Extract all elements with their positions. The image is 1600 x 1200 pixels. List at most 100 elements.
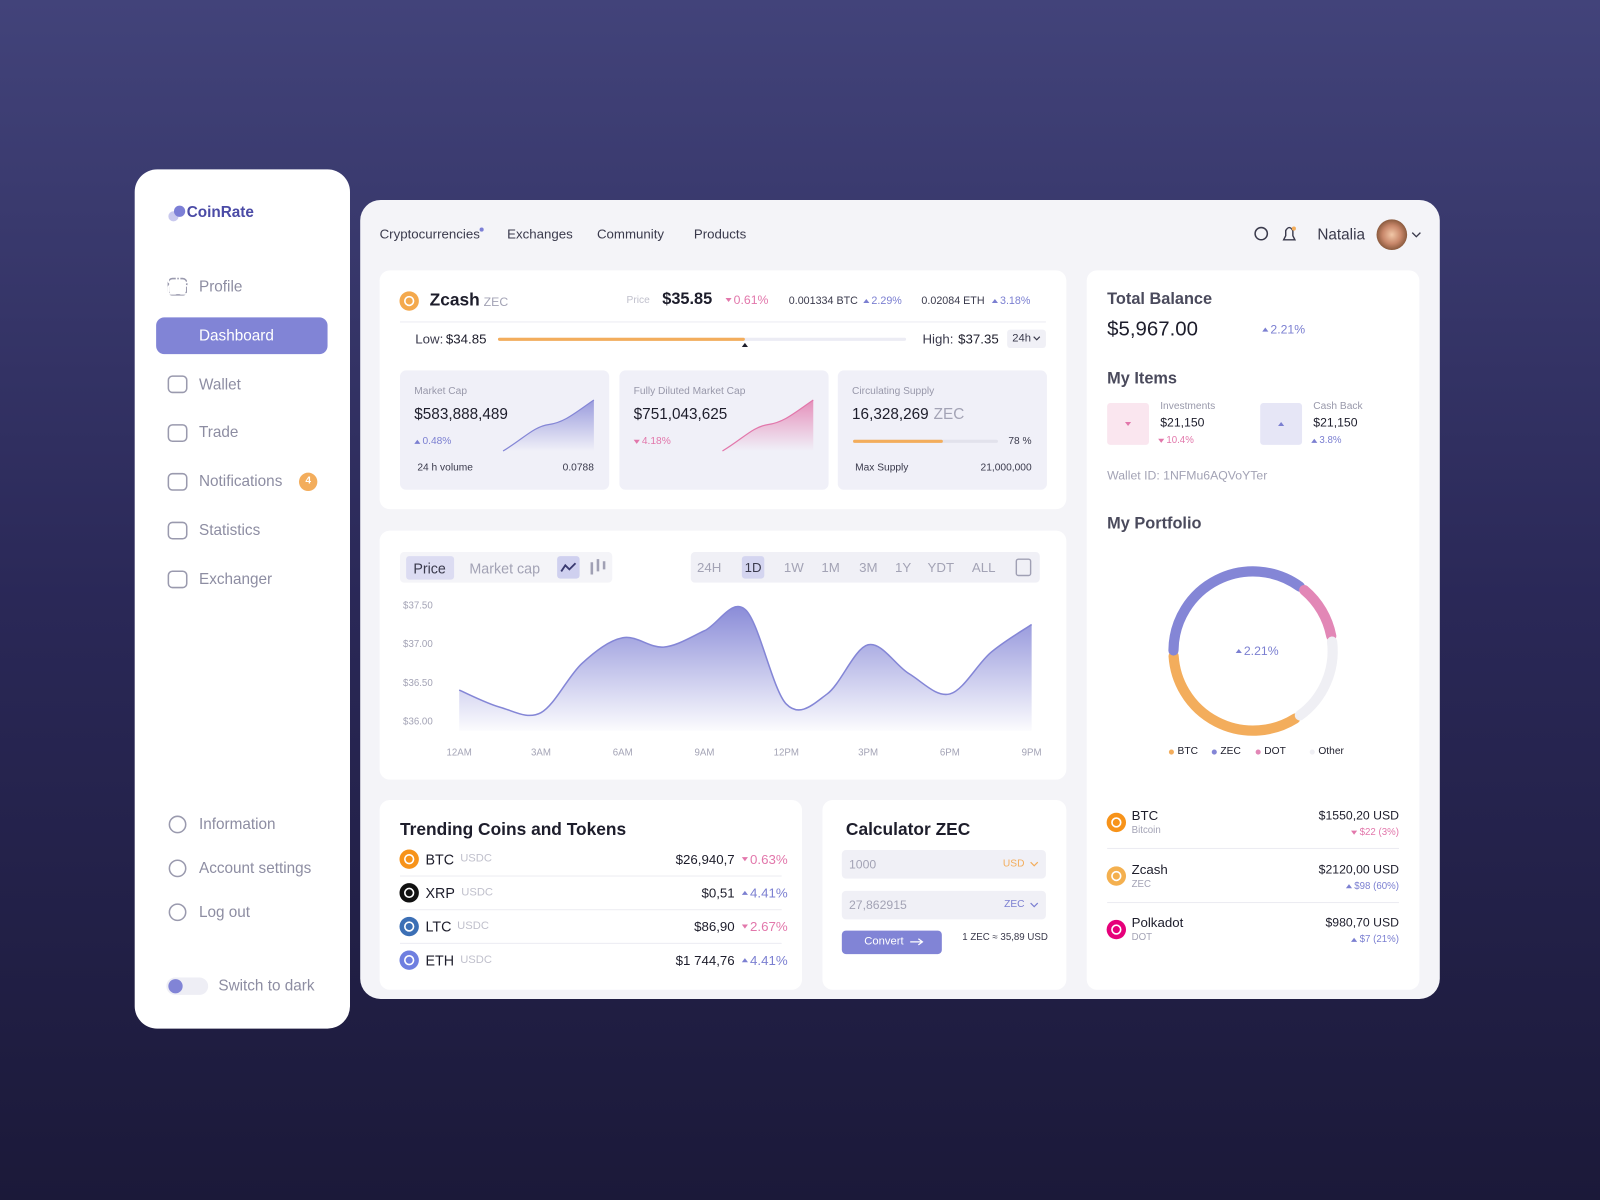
y-tick-label: $37.00 <box>403 638 433 651</box>
stat-label: Fully Diluted Market Cap <box>633 385 746 397</box>
trend-arrow <box>1351 937 1358 942</box>
donut-center: 2.21% <box>1243 643 1279 659</box>
menu-icon <box>167 472 188 491</box>
x-tick-label: 6PM <box>939 747 960 759</box>
coin-symbol: ETH <box>425 952 455 969</box>
user-name[interactable]: Natalia <box>1317 226 1366 244</box>
nav-link[interactable]: Cryptocurrencies <box>379 226 480 242</box>
range-tab[interactable]: YDT <box>927 559 955 575</box>
rate: 1 ZEC ≈ 35,89 USD <box>962 931 1048 944</box>
stat-foot-label: 24 h volume <box>417 462 473 474</box>
menu-item[interactable]: Wallet <box>198 375 241 393</box>
button-label[interactable]: Convert <box>864 935 904 948</box>
tab-active[interactable] <box>406 556 455 580</box>
stat-value: $583,888,489 <box>414 405 508 423</box>
input-field[interactable] <box>841 849 1046 879</box>
coin-price: $35.85 <box>662 290 713 309</box>
change-value: 4.41% <box>749 885 788 901</box>
input-value: 1000 <box>848 857 877 872</box>
menu-item[interactable]: Exchanger <box>198 570 273 589</box>
range-tab[interactable]: 3M <box>859 559 878 575</box>
x-tick-label: 6AM <box>612 747 633 759</box>
section-title: My Items <box>1107 370 1178 388</box>
coin-icon <box>1106 812 1127 833</box>
menu-item[interactable]: Dashboard <box>198 326 274 345</box>
sidebar <box>134 169 350 1029</box>
range-tab[interactable]: 1Y <box>894 559 912 575</box>
convert-button[interactable] <box>841 930 942 955</box>
area-fill <box>459 606 1032 731</box>
menu-icon <box>167 273 178 284</box>
nav-link[interactable]: Products <box>693 226 747 242</box>
donut-segment <box>1294 636 1338 721</box>
change-value: 2.29% <box>871 294 902 307</box>
coin-icon-mark <box>1111 924 1122 935</box>
coin-symbol: BTC <box>425 851 455 868</box>
coin-icon <box>1106 866 1127 886</box>
menu-item[interactable]: Information <box>198 815 276 834</box>
coin-icon-mark <box>404 887 415 899</box>
menu-item[interactable]: Log out <box>198 903 251 921</box>
coin-icon <box>399 950 419 970</box>
coin-icon-mark <box>404 921 415 932</box>
divider <box>399 321 1046 323</box>
stat-label: Market Cap <box>414 385 468 397</box>
x-tick-label: 3AM <box>530 747 551 759</box>
item-value: $21,150 <box>1313 415 1358 430</box>
menu-item[interactable]: Notifications <box>198 473 283 491</box>
stat-card <box>837 370 1047 490</box>
tab[interactable]: Price <box>413 560 446 577</box>
coin-pair: USDC <box>460 852 493 865</box>
logo: CoinRate <box>186 203 254 221</box>
coin-pair: USDC <box>461 886 494 899</box>
input-currency: USD <box>1002 858 1025 870</box>
badge <box>298 472 318 492</box>
nav-link[interactable]: Exchanges <box>507 226 573 242</box>
donut-segment <box>1299 584 1337 642</box>
trend-arrow <box>414 439 421 444</box>
donut-segment <box>1168 566 1305 656</box>
nav-link[interactable]: Community <box>596 226 665 242</box>
toggle-label: Switch to dark <box>218 977 315 995</box>
range-active[interactable] <box>741 556 765 579</box>
range-tab[interactable]: 1M <box>821 559 840 575</box>
range-tab[interactable]: 24H <box>697 559 722 575</box>
line-icon <box>560 562 577 572</box>
range-tab[interactable]: 1W <box>783 559 804 575</box>
period: 24h <box>1012 332 1031 345</box>
asset-name: Bitcoin <box>1131 824 1161 836</box>
badge-count: 4 <box>305 475 312 487</box>
legend-label: ZEC <box>1220 745 1241 758</box>
menu-active-bg[interactable] <box>156 317 328 354</box>
menu-item[interactable]: Statistics <box>198 521 261 540</box>
coin-symbol: XRP <box>425 884 455 902</box>
coin-pair: USDC <box>457 919 489 933</box>
x-tick-label: 9AM <box>694 747 715 759</box>
menu-item[interactable]: Profile <box>198 278 243 296</box>
range-tab[interactable]: ALL <box>971 559 996 575</box>
change-value: 10.4% <box>1166 434 1194 447</box>
input-field[interactable] <box>841 890 1046 920</box>
trend-arrow <box>633 439 640 444</box>
balance-value: $5,967.00 <box>1107 318 1198 341</box>
menu-icon <box>168 815 187 834</box>
coin-icon-mark <box>1111 817 1122 828</box>
low-label: Low: <box>415 331 444 347</box>
tab[interactable]: Market cap <box>469 560 541 577</box>
change-value: 0.63% <box>749 851 788 867</box>
stat-unit: ZEC <box>933 405 965 423</box>
legend-swatch <box>1168 749 1174 755</box>
period-select[interactable] <box>1007 329 1046 348</box>
menu-icon <box>167 277 188 296</box>
section-title: Calculator ZEC <box>845 819 971 840</box>
stat-foot-label: Max Supply <box>855 462 909 474</box>
menu-item[interactable]: Account settings <box>198 859 312 878</box>
range-tab[interactable]: 1D <box>744 559 762 575</box>
menu-item[interactable]: Trade <box>198 424 239 442</box>
bell-dot <box>1291 226 1296 231</box>
chevron <box>1030 861 1039 867</box>
sparkline-area <box>503 399 594 452</box>
trend-arrow <box>1124 421 1132 427</box>
coin-name: Zcash <box>429 290 480 310</box>
y-tick-label: $36.50 <box>403 677 433 690</box>
